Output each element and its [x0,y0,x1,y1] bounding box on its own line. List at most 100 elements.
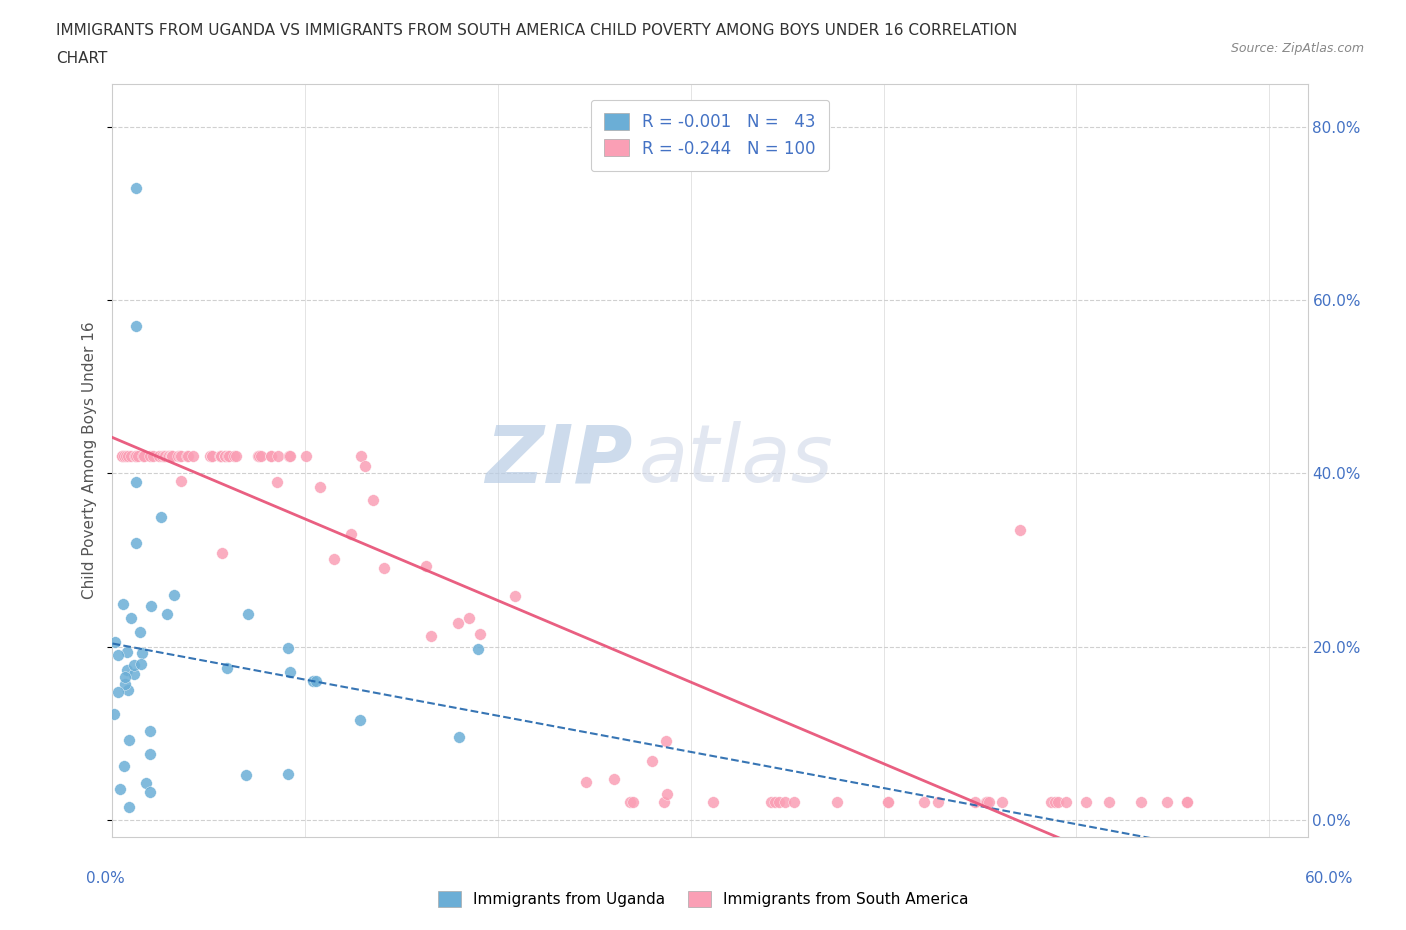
Point [991,795,1014,810]
Point [974,795,997,810]
Point [965,795,987,810]
Point [470,626,492,641]
Point [267,448,290,463]
Text: IMMIGRANTS FROM UGANDA VS IMMIGRANTS FROM SOUTH AMERICA CHILD POVERTY AMONG BOYS: IMMIGRANTS FROM UGANDA VS IMMIGRANTS FRO… [56,23,1018,38]
Point [201,448,224,463]
Point [1047,795,1070,810]
Point [621,795,644,810]
Point [163,588,186,603]
Point [114,670,136,684]
Point [277,641,299,656]
Point [127,448,149,463]
Point [124,448,146,463]
Point [768,795,790,810]
Point [167,448,190,463]
Point [114,448,136,463]
Point [1054,795,1077,810]
Point [373,561,395,576]
Point [419,629,441,644]
Point [141,599,163,614]
Point [260,448,283,463]
Point [215,660,238,675]
Point [117,682,139,697]
Point [111,448,134,463]
Point [125,448,148,463]
Point [138,448,160,463]
Point [176,448,198,463]
Point [827,795,849,810]
Point [773,795,796,810]
Point [107,647,129,662]
Point [153,448,176,463]
Point [170,474,193,489]
Point [877,795,900,810]
Point [912,795,935,810]
Point [160,448,183,463]
Point [759,795,782,810]
Point [763,795,786,810]
Point [149,510,172,525]
Point [354,458,377,473]
Point [177,448,200,463]
Point [112,448,135,463]
Point [160,448,183,463]
Point [458,610,481,625]
Point [467,642,489,657]
Point [340,527,363,542]
Point [211,545,233,560]
Point [503,589,526,604]
Point [112,758,135,773]
Point [447,729,470,744]
Y-axis label: Child Poverty Among Boys Under 16: Child Poverty Among Boys Under 16 [82,322,97,599]
Point [107,684,129,699]
Point [132,448,155,463]
Point [1130,795,1153,810]
Point [702,795,724,810]
Point [124,474,146,489]
Point [295,448,318,463]
Point [278,448,301,463]
Point [1076,795,1098,810]
Point [118,733,141,748]
Point [655,734,678,749]
Point [260,448,283,463]
Point [111,448,134,463]
Point [128,625,150,640]
Point [277,766,299,781]
Point [169,448,191,463]
Point [1175,795,1198,810]
Point [135,776,157,790]
Point [115,662,138,677]
Point [652,795,675,810]
Point [156,606,179,621]
Point [160,448,183,463]
Point [278,448,301,463]
Point [120,448,142,463]
Point [603,772,626,787]
Point [350,448,373,463]
Point [124,667,146,682]
Point [157,448,180,463]
Point [131,657,153,671]
Point [249,448,271,463]
Text: Source: ZipAtlas.com: Source: ZipAtlas.com [1230,42,1364,55]
Point [641,753,664,768]
Text: 0.0%: 0.0% [86,871,125,886]
Point [247,448,270,463]
Point [198,448,221,463]
Point [157,448,180,463]
Point [200,448,222,463]
Point [218,448,240,463]
Text: 60.0%: 60.0% [1305,871,1353,886]
Point [222,448,245,463]
Point [415,559,437,574]
Point [120,610,142,625]
Point [446,616,468,631]
Point [181,448,204,463]
Point [214,448,236,463]
Point [619,795,641,810]
Point [1156,795,1178,810]
Point [575,775,598,790]
Point [114,676,136,691]
Legend: Immigrants from Uganda, Immigrants from South America: Immigrants from Uganda, Immigrants from … [432,884,974,913]
